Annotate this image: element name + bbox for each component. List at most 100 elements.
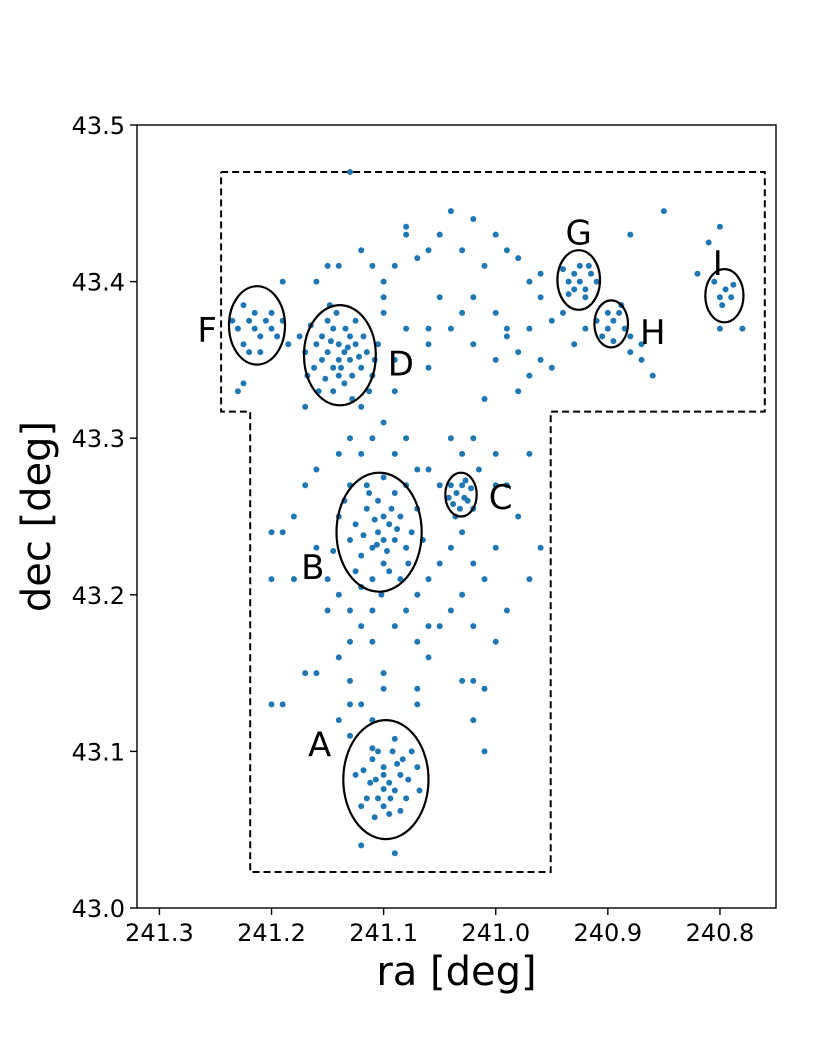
data-point: [593, 278, 600, 285]
data-point: [330, 364, 337, 371]
data-point: [349, 372, 356, 379]
data-point: [380, 803, 387, 810]
data-point: [548, 317, 555, 324]
region-label-i: I: [713, 244, 723, 284]
data-point: [416, 787, 423, 794]
data-point: [464, 497, 471, 504]
data-point: [347, 333, 353, 340]
data-point: [576, 278, 583, 285]
data-point: [330, 548, 337, 554]
data-point: [660, 208, 667, 215]
data-point: [459, 677, 466, 684]
data-point: [257, 333, 264, 340]
region-circles: A B C D F G H I: [197, 213, 745, 841]
data-point: [391, 623, 398, 630]
data-point: [257, 349, 264, 356]
data-point: [380, 513, 387, 520]
data-point: [352, 317, 359, 324]
data-point: [414, 255, 421, 262]
data-point: [728, 294, 735, 301]
data-point: [526, 450, 533, 457]
data-point: [391, 356, 398, 363]
data-point: [375, 497, 381, 504]
data-point: [436, 482, 443, 489]
region-label-b: B: [301, 548, 324, 588]
data-point: [290, 513, 297, 520]
data-point: [388, 505, 395, 512]
data-point: [391, 388, 398, 395]
region-circle-h: [593, 299, 630, 349]
data-point: [459, 247, 466, 254]
data-point: [470, 216, 477, 222]
y-tick-label: 43.5: [72, 112, 125, 140]
data-point: [386, 521, 393, 528]
x-tick-label: 241.0: [461, 919, 530, 947]
data-point: [386, 779, 393, 786]
data-point: [391, 262, 398, 269]
data-point: [371, 814, 378, 821]
region-label-d: D: [388, 344, 414, 384]
data-point: [319, 333, 325, 340]
data-point: [373, 541, 380, 548]
data-point: [367, 779, 374, 786]
data-point: [447, 325, 454, 332]
data-point: [716, 223, 723, 230]
data-point: [453, 490, 460, 496]
data-point: [369, 435, 376, 442]
data-point: [571, 286, 578, 293]
data-point: [352, 341, 359, 348]
data-point: [560, 309, 566, 316]
data-point: [387, 795, 394, 802]
data-point: [313, 341, 320, 348]
data-point: [240, 380, 247, 387]
data-point: [447, 544, 454, 551]
data-point: [582, 294, 589, 301]
data-point: [492, 482, 499, 489]
data-point: [313, 544, 320, 551]
data-point: [459, 482, 466, 489]
data-point: [372, 776, 379, 783]
data-point: [492, 356, 499, 363]
data-point: [503, 333, 510, 340]
data-point: [319, 356, 325, 363]
data-point: [481, 576, 488, 583]
data-point: [537, 356, 544, 363]
data-point: [375, 795, 381, 802]
data-point: [638, 341, 645, 348]
data-point: [330, 388, 337, 395]
data-point: [397, 807, 404, 814]
data-point: [414, 685, 421, 692]
data-point: [234, 325, 241, 332]
y-axis-label: dec [deg]: [14, 421, 60, 612]
data-point: [240, 341, 247, 348]
data-point: [436, 560, 443, 567]
data-point: [369, 756, 376, 763]
data-point: [470, 294, 477, 301]
data-point: [363, 482, 370, 489]
data-point: [324, 262, 331, 269]
data-point: [360, 767, 367, 774]
data-point: [730, 281, 737, 288]
data-point: [447, 607, 454, 614]
x-tick-label: 240.8: [686, 919, 755, 947]
data-point: [347, 677, 353, 684]
data-point: [358, 842, 365, 849]
data-point: [394, 760, 401, 767]
data-point: [526, 576, 533, 583]
data-point: [627, 333, 634, 340]
data-point: [475, 466, 482, 473]
data-point: [369, 745, 376, 752]
data-point: [403, 231, 410, 238]
data-point: [375, 529, 381, 536]
data-point: [739, 325, 746, 332]
x-tick-label: 241.1: [349, 919, 418, 947]
data-point: [450, 501, 457, 507]
data-point: [436, 623, 443, 630]
data-point: [425, 341, 432, 348]
data-point: [268, 576, 275, 583]
data-point: [335, 356, 342, 363]
x-tick-label: 241.2: [237, 919, 306, 947]
data-point: [425, 247, 432, 254]
data-point: [378, 591, 385, 598]
data-point: [560, 266, 566, 273]
